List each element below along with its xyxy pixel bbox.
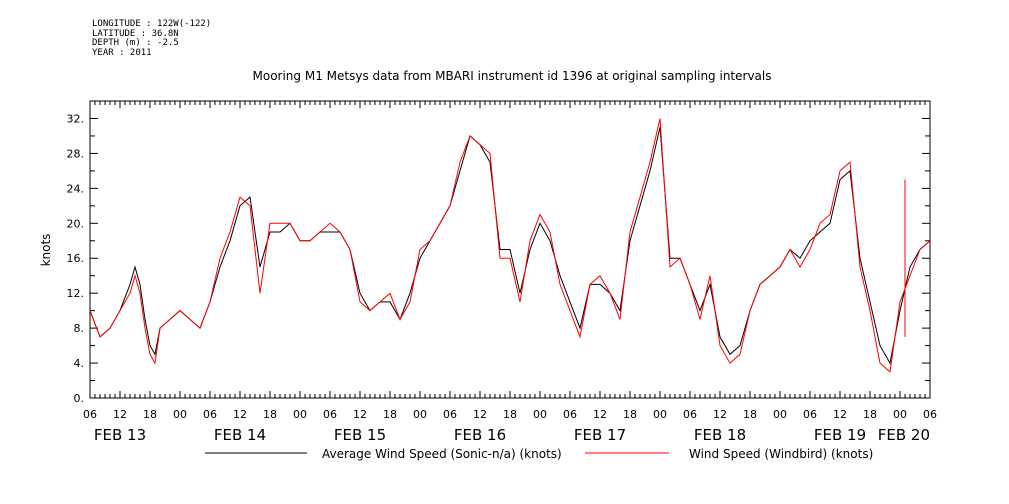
- axis-ticks: [89, 100, 931, 399]
- legend: Average Wind Speed (Sonic-n/a) (knots) W…: [205, 447, 873, 461]
- x-tick-label: 00: [413, 408, 427, 421]
- y-tick-label: 12.: [67, 287, 85, 300]
- x-tick-label: 18: [743, 408, 757, 421]
- day-label: FEB 18: [694, 426, 746, 444]
- x-tick-labels: 06 12 18 00 06 12 18 00 06 12 18 00 06 12 18 00 06 12 18 00…: [83, 408, 937, 421]
- day-label: FEB 13: [94, 426, 146, 444]
- x-tick-label: 00: [173, 408, 187, 421]
- x-tick-label: 06: [923, 408, 937, 421]
- x-tick-label: 06: [803, 408, 817, 421]
- legend-label-windbird: Wind Speed (Windbird) (knots): [689, 447, 873, 461]
- day-label: FEB 15: [334, 426, 386, 444]
- x-tick-label: 18: [623, 408, 637, 421]
- x-tick-label: 18: [863, 408, 877, 421]
- x-tick-label: 18: [143, 408, 157, 421]
- y-tick-label: 28.: [67, 147, 85, 160]
- chart-title: Mooring M1 Metsys data from MBARI instru…: [253, 69, 772, 83]
- day-label: FEB 16: [454, 426, 506, 444]
- x-tick-label: 12: [233, 408, 247, 421]
- series-line-average-wind-speed: [89, 127, 931, 365]
- x-tick-label: 06: [563, 408, 577, 421]
- y-tick-label: 0.: [74, 392, 85, 405]
- day-label: FEB 17: [574, 426, 626, 444]
- y-tick-labels: 0. 4. 8. 12. 16. 20. 24. 28. 32.: [67, 112, 85, 405]
- latitude-label: LATITUDE : 36.8N: [92, 28, 179, 39]
- series-layer: [89, 118, 931, 373]
- x-tick-label: 12: [713, 408, 727, 421]
- y-tick-label: 20.: [67, 217, 85, 230]
- x-tick-label: 12: [833, 408, 847, 421]
- x-tick-label: 06: [83, 408, 97, 421]
- day-label: FEB 14: [214, 426, 266, 444]
- x-tick-label: 12: [593, 408, 607, 421]
- x-tick-label: 06: [203, 408, 217, 421]
- legend-label-average: Average Wind Speed (Sonic-n/a) (knots): [322, 447, 562, 461]
- x-tick-label: 12: [113, 408, 127, 421]
- longitude-label: LONGITUDE : 122W(-122): [92, 19, 212, 29]
- y-axis-label: knots: [39, 234, 53, 267]
- x-tick-label: 12: [353, 408, 367, 421]
- station-metadata: LONGITUDE : 122W(-122) LATITUDE : 36.8N …: [92, 19, 212, 58]
- year-label: YEAR : 2011: [92, 47, 152, 58]
- x-tick-label: 06: [323, 408, 337, 421]
- x-tick-label: 18: [503, 408, 517, 421]
- y-tick-label: 16.: [67, 252, 85, 265]
- y-tick-label: 24.: [67, 182, 85, 195]
- x-tick-label: 18: [383, 408, 397, 421]
- series-line-windbird-wind-speed: [89, 118, 931, 373]
- y-tick-label: 32.: [67, 112, 85, 125]
- x-tick-label: 18: [263, 408, 277, 421]
- x-tick-label: 12: [473, 408, 487, 421]
- depth-label: DEPTH (m) : -2.5: [92, 38, 179, 48]
- x-tick-label: 00: [533, 408, 547, 421]
- y-tick-label: 4.: [74, 357, 85, 370]
- day-label: FEB 19: [814, 426, 866, 444]
- y-tick-label: 8.: [74, 322, 85, 335]
- x-tick-label: 06: [443, 408, 457, 421]
- x-tick-label: 00: [293, 408, 307, 421]
- x-tick-label: 00: [893, 408, 907, 421]
- x-tick-label: 00: [773, 408, 787, 421]
- day-label: FEB 20: [878, 426, 930, 444]
- day-labels: FEB 13 FEB 14 FEB 15 FEB 16 FEB 17 FEB 18 FEB …: [94, 426, 930, 444]
- x-tick-label: 00: [653, 408, 667, 421]
- x-tick-label: 06: [683, 408, 697, 421]
